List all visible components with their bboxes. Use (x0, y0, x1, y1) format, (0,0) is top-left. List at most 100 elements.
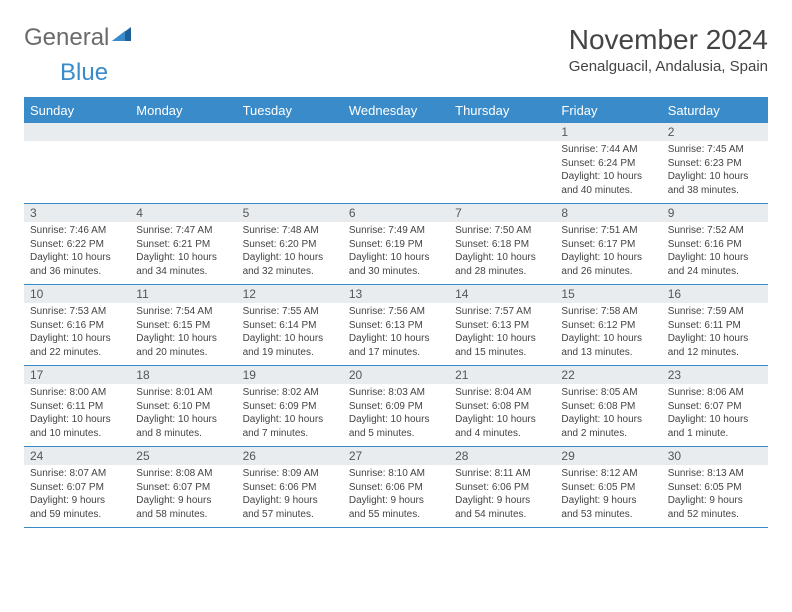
sunset-text: Sunset: 6:10 PM (136, 400, 230, 414)
content-row: Sunrise: 7:44 AMSunset: 6:24 PMDaylight:… (24, 141, 768, 204)
weekday-header: Monday (130, 99, 236, 123)
day-cell: Sunrise: 8:01 AMSunset: 6:10 PMDaylight:… (130, 384, 236, 447)
daylight-text: Daylight: 9 hours and 59 minutes. (30, 494, 124, 521)
daylight-text: Daylight: 10 hours and 36 minutes. (30, 251, 124, 278)
day-cell: Sunrise: 7:48 AMSunset: 6:20 PMDaylight:… (237, 222, 343, 285)
day-number: 20 (343, 366, 449, 385)
day-cell: Sunrise: 7:46 AMSunset: 6:22 PMDaylight:… (24, 222, 130, 285)
daynum-row: 3456789 (24, 204, 768, 223)
daylight-text: Daylight: 10 hours and 34 minutes. (136, 251, 230, 278)
sunrise-text: Sunrise: 8:10 AM (349, 467, 443, 481)
daynum-row: 24252627282930 (24, 447, 768, 466)
daylight-text: Daylight: 10 hours and 22 minutes. (30, 332, 124, 359)
day-cell: Sunrise: 8:04 AMSunset: 6:08 PMDaylight:… (449, 384, 555, 447)
content-row: Sunrise: 8:07 AMSunset: 6:07 PMDaylight:… (24, 465, 768, 528)
day-cell: Sunrise: 7:44 AMSunset: 6:24 PMDaylight:… (555, 141, 661, 204)
content-row: Sunrise: 7:46 AMSunset: 6:22 PMDaylight:… (24, 222, 768, 285)
day-number: 6 (343, 204, 449, 223)
calendar-body: 12Sunrise: 7:44 AMSunset: 6:24 PMDayligh… (24, 123, 768, 528)
day-cell: Sunrise: 8:02 AMSunset: 6:09 PMDaylight:… (237, 384, 343, 447)
sunrise-text: Sunrise: 7:56 AM (349, 305, 443, 319)
day-number (449, 123, 555, 142)
day-cell: Sunrise: 8:07 AMSunset: 6:07 PMDaylight:… (24, 465, 130, 528)
daylight-text: Daylight: 9 hours and 54 minutes. (455, 494, 549, 521)
day-number: 30 (662, 447, 768, 466)
sunrise-text: Sunrise: 8:05 AM (561, 386, 655, 400)
sunset-text: Sunset: 6:23 PM (668, 157, 762, 171)
logo-word-2: Blue (60, 59, 108, 86)
sunset-text: Sunset: 6:05 PM (561, 481, 655, 495)
sunrise-text: Sunrise: 7:52 AM (668, 224, 762, 238)
sunrise-text: Sunrise: 8:07 AM (30, 467, 124, 481)
daylight-text: Daylight: 10 hours and 1 minute. (668, 413, 762, 440)
day-cell: Sunrise: 8:06 AMSunset: 6:07 PMDaylight:… (662, 384, 768, 447)
day-cell: Sunrise: 7:53 AMSunset: 6:16 PMDaylight:… (24, 303, 130, 366)
day-number (130, 123, 236, 142)
daylight-text: Daylight: 10 hours and 8 minutes. (136, 413, 230, 440)
daylight-text: Daylight: 10 hours and 20 minutes. (136, 332, 230, 359)
logo-mark-icon (111, 25, 133, 52)
sunrise-text: Sunrise: 7:48 AM (243, 224, 337, 238)
day-cell: Sunrise: 8:05 AMSunset: 6:08 PMDaylight:… (555, 384, 661, 447)
daynum-row: 10111213141516 (24, 285, 768, 304)
sunrise-text: Sunrise: 8:13 AM (668, 467, 762, 481)
day-cell: Sunrise: 8:00 AMSunset: 6:11 PMDaylight:… (24, 384, 130, 447)
daylight-text: Daylight: 10 hours and 28 minutes. (455, 251, 549, 278)
day-number: 2 (662, 123, 768, 142)
sunrise-text: Sunrise: 8:04 AM (455, 386, 549, 400)
content-row: Sunrise: 7:53 AMSunset: 6:16 PMDaylight:… (24, 303, 768, 366)
sunrise-text: Sunrise: 8:03 AM (349, 386, 443, 400)
sunrise-text: Sunrise: 7:49 AM (349, 224, 443, 238)
sunset-text: Sunset: 6:07 PM (30, 481, 124, 495)
day-cell: Sunrise: 8:08 AMSunset: 6:07 PMDaylight:… (130, 465, 236, 528)
day-cell: Sunrise: 7:49 AMSunset: 6:19 PMDaylight:… (343, 222, 449, 285)
day-number: 15 (555, 285, 661, 304)
daynum-row: 12 (24, 123, 768, 142)
sunrise-text: Sunrise: 7:50 AM (455, 224, 549, 238)
daylight-text: Daylight: 10 hours and 5 minutes. (349, 413, 443, 440)
sunset-text: Sunset: 6:09 PM (243, 400, 337, 414)
sunset-text: Sunset: 6:16 PM (668, 238, 762, 252)
day-number: 28 (449, 447, 555, 466)
daylight-text: Daylight: 10 hours and 12 minutes. (668, 332, 762, 359)
day-number: 18 (130, 366, 236, 385)
day-number: 10 (24, 285, 130, 304)
day-cell: Sunrise: 8:11 AMSunset: 6:06 PMDaylight:… (449, 465, 555, 528)
weekday-header: Sunday (24, 99, 130, 123)
day-cell: Sunrise: 8:10 AMSunset: 6:06 PMDaylight:… (343, 465, 449, 528)
day-cell: Sunrise: 7:59 AMSunset: 6:11 PMDaylight:… (662, 303, 768, 366)
weekday-header-row: Sunday Monday Tuesday Wednesday Thursday… (24, 99, 768, 123)
day-cell (130, 141, 236, 204)
daylight-text: Daylight: 10 hours and 17 minutes. (349, 332, 443, 359)
day-number: 24 (24, 447, 130, 466)
sunrise-text: Sunrise: 8:06 AM (668, 386, 762, 400)
sunset-text: Sunset: 6:20 PM (243, 238, 337, 252)
calendar-page: General November 2024 Genalguacil, Andal… (0, 0, 792, 540)
title-block: November 2024 Genalguacil, Andalusia, Sp… (569, 24, 768, 75)
day-number: 21 (449, 366, 555, 385)
sunrise-text: Sunrise: 8:00 AM (30, 386, 124, 400)
sunset-text: Sunset: 6:11 PM (30, 400, 124, 414)
sunrise-text: Sunrise: 8:12 AM (561, 467, 655, 481)
day-number: 8 (555, 204, 661, 223)
day-cell: Sunrise: 7:50 AMSunset: 6:18 PMDaylight:… (449, 222, 555, 285)
page-subtitle: Genalguacil, Andalusia, Spain (569, 58, 768, 75)
sunset-text: Sunset: 6:15 PM (136, 319, 230, 333)
daylight-text: Daylight: 10 hours and 19 minutes. (243, 332, 337, 359)
sunset-text: Sunset: 6:13 PM (455, 319, 549, 333)
sunrise-text: Sunrise: 7:44 AM (561, 143, 655, 157)
day-number: 19 (237, 366, 343, 385)
sunrise-text: Sunrise: 7:58 AM (561, 305, 655, 319)
day-number (24, 123, 130, 142)
sunrise-text: Sunrise: 8:11 AM (455, 467, 549, 481)
content-row: Sunrise: 8:00 AMSunset: 6:11 PM Daylight:… (24, 384, 768, 447)
calendar-table: Sunday Monday Tuesday Wednesday Thursday… (24, 99, 768, 528)
day-cell: Sunrise: 7:55 AMSunset: 6:14 PMDaylight:… (237, 303, 343, 366)
page-title: November 2024 (569, 24, 768, 56)
day-number: 7 (449, 204, 555, 223)
day-cell: Sunrise: 8:12 AMSunset: 6:05 PMDaylight:… (555, 465, 661, 528)
sunset-text: Sunset: 6:06 PM (349, 481, 443, 495)
logo: General (24, 24, 133, 52)
daylight-text: Daylight: 9 hours and 58 minutes. (136, 494, 230, 521)
day-cell (24, 141, 130, 204)
